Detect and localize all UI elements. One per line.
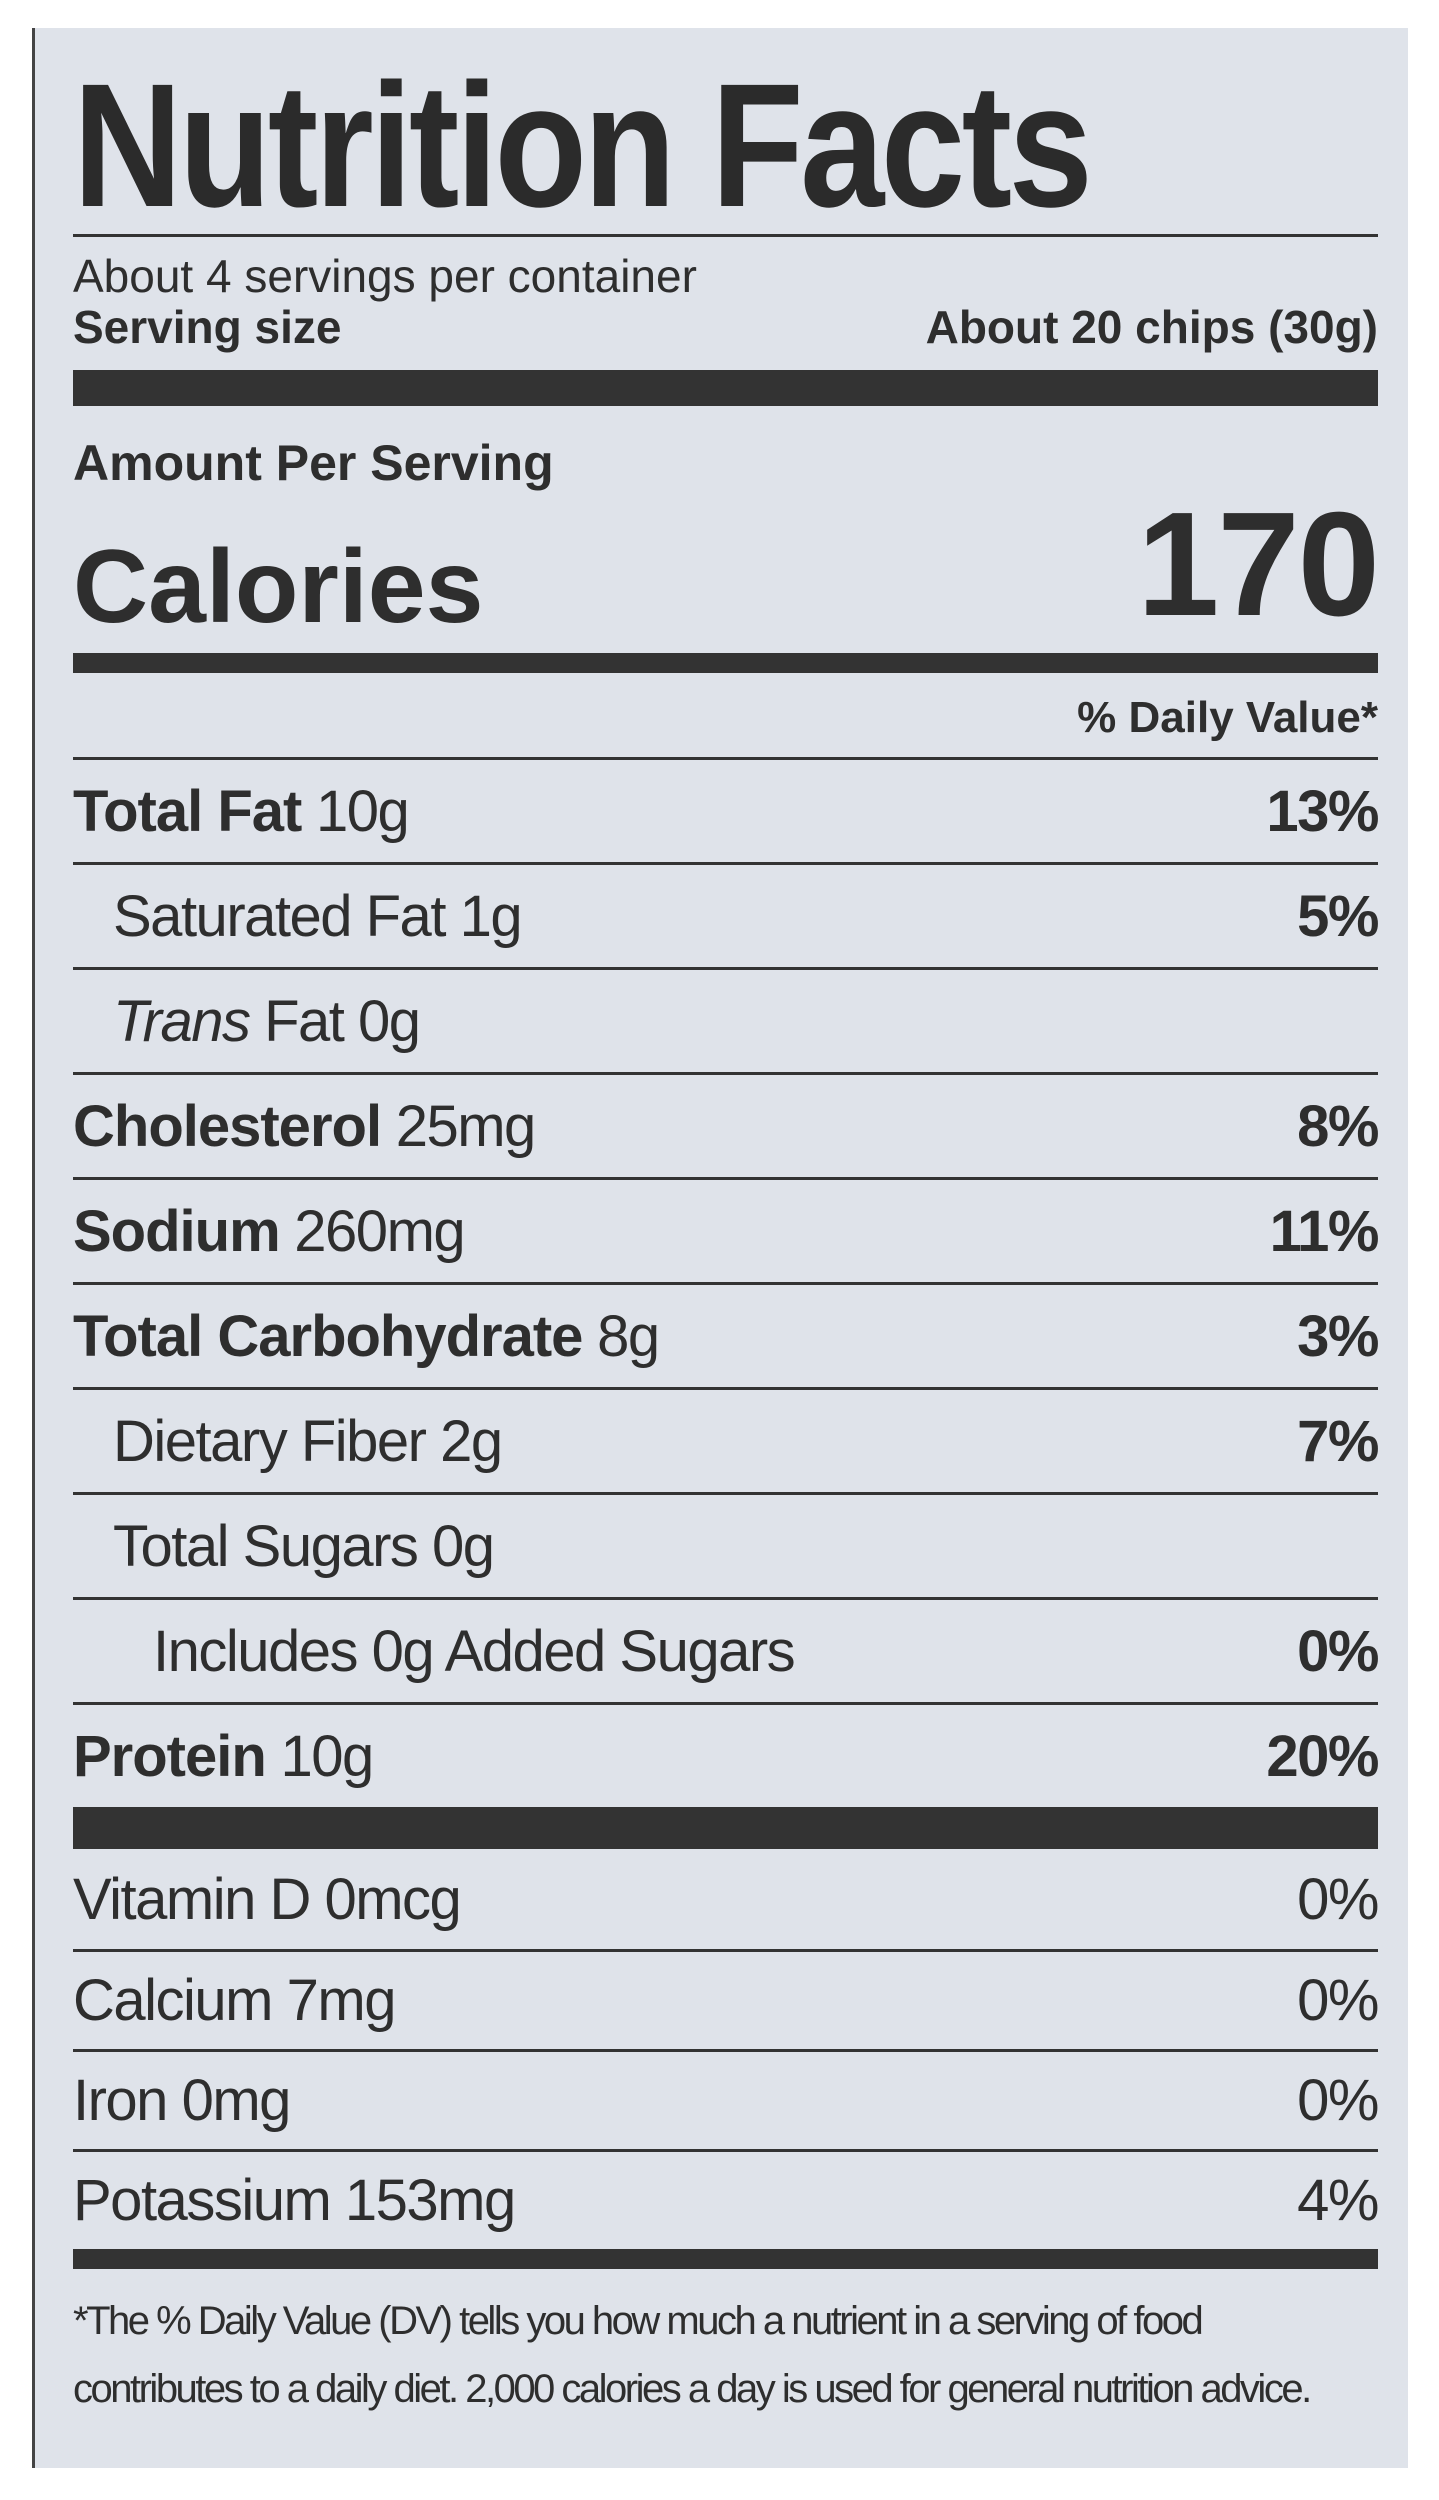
nutrient-row-total-fat: Total Fat 10g 13% (73, 757, 1379, 862)
footnote: *The % Daily Value (DV) tells you how mu… (73, 2287, 1378, 2423)
vitamin-name: Vitamin D (73, 1866, 311, 1932)
nutrient-row-sodium: Sodium 260mg 11% (73, 1177, 1380, 1282)
vitamin-dv: 4% (1297, 2168, 1379, 2234)
footnote-line-2: contributes to a daily diet. 2,000 calor… (73, 2367, 1312, 2412)
nutrient-row-protein: Protein 10g 20% (73, 1702, 1379, 1807)
vitamin-row-vitamin-d: Vitamin D 0mcg 0% (73, 1849, 1379, 1949)
calories-value: 170 (1137, 482, 1380, 648)
nutrient-amount: 10g (280, 1723, 374, 1789)
serving-size-value: About 20 chips (30g) (925, 300, 1378, 353)
nutrient-row-saturated-fat: Saturated Fat 1g 5% (73, 862, 1379, 967)
calories-label: Calories (73, 529, 484, 646)
amount-per-serving: Amount Per Serving (73, 435, 554, 492)
nutrient-row-total-sugars: Total Sugars 0g (73, 1492, 1378, 1597)
vitamin-amount: 0mg (181, 2068, 292, 2134)
nutrient-dv: 7% (1297, 1408, 1379, 1474)
nutrient-name: Fat (264, 988, 345, 1054)
nutrient-amount: 260mg (294, 1198, 465, 1264)
vitamin-amount: 7mg (286, 1968, 397, 2034)
nutrient-dv: 11% (1269, 1198, 1380, 1264)
vitamin-row-potassium: Potassium 153mg 4% (73, 2149, 1379, 2249)
nutrient-name: Cholesterol (73, 1093, 382, 1159)
vitamin-amount: 153mg (344, 2168, 516, 2234)
nutrient-dv: 8% (1297, 1093, 1379, 1159)
nutrient-name: Sodium (73, 1198, 281, 1264)
vitamin-row-calcium: Calcium 7mg 0% (73, 1949, 1379, 2049)
nutrient-name: Total Fat (73, 778, 302, 844)
label-title: Nutrition Facts (73, 48, 1093, 244)
vitamin-amount: 0mcg (324, 1866, 461, 1932)
nutrition-label: Nutrition Facts About 4 servings per con… (32, 28, 1408, 2468)
nutrient-row-trans-fat: Trans Fat 0g (73, 967, 1378, 1072)
nutrient-amount: 0g (358, 988, 421, 1054)
calories-row: Calories 170 (73, 482, 1380, 648)
nutrient-amount: 0g (432, 1513, 495, 1579)
vitamin-row-iron: Iron 0mg 0% (73, 2049, 1379, 2149)
nutrient-row-cholesterol: Cholesterol 25mg 8% (73, 1072, 1379, 1177)
servings-per-container: About 4 servings per container (73, 250, 697, 302)
serving-size-label: Serving size (73, 300, 342, 353)
nutrient-dv: 5% (1297, 883, 1379, 949)
vitamin-dv: 0% (1297, 1968, 1379, 2034)
nutrient-name: Saturated Fat (113, 883, 446, 949)
vitamins-divider (73, 1807, 1378, 1850)
nutrient-dv: 13% (1266, 778, 1379, 844)
serving-size-row: Serving size About 20 chips (30g) (73, 300, 1378, 353)
nutrient-amount: 8g (597, 1303, 660, 1369)
footnote-divider (73, 2249, 1378, 2270)
nutrient-dv: 3% (1297, 1303, 1379, 1369)
vitamin-dv: 0% (1297, 1866, 1379, 1932)
nutrient-name: Protein (73, 1723, 267, 1789)
nutrient-row-total-carbohydrate: Total Carbohydrate 8g 3% (73, 1282, 1379, 1387)
label-content: Nutrition Facts About 4 servings per con… (73, 28, 1380, 2423)
vitamin-name: Potassium (73, 2168, 332, 2234)
vitamin-name: Calcium (73, 1968, 274, 2034)
footnote-line-1: *The % Daily Value (DV) tells you how mu… (73, 2299, 1204, 2344)
title-divider (73, 234, 1378, 237)
nutrient-dv: 0% (1297, 1618, 1379, 1684)
nutrient-name-italic: Trans (113, 988, 251, 1054)
nutrient-dv: 20% (1266, 1723, 1379, 1789)
nutrient-name: Total Sugars (113, 1513, 419, 1579)
nutrient-row-dietary-fiber: Dietary Fiber 2g 7% (73, 1387, 1379, 1492)
medium-divider (73, 653, 1378, 674)
nutrient-amount: 1g (459, 883, 523, 949)
nutrient-amount: 25mg (395, 1093, 537, 1159)
nutrient-name: Dietary Fiber (113, 1408, 427, 1474)
vitamin-name: Iron (73, 2068, 168, 2134)
daily-value-header: % Daily Value* (1077, 693, 1378, 743)
nutrient-name: Includes 0g Added Sugars (153, 1618, 796, 1684)
nutrient-amount: 10g (315, 778, 410, 844)
nutrient-name: Total Carbohydrate (73, 1303, 583, 1369)
thick-divider (73, 370, 1378, 407)
nutrient-amount: 2g (440, 1408, 503, 1474)
nutrient-row-added-sugars: Includes 0g Added Sugars 0% (73, 1597, 1379, 1702)
vitamin-dv: 0% (1297, 2068, 1379, 2134)
